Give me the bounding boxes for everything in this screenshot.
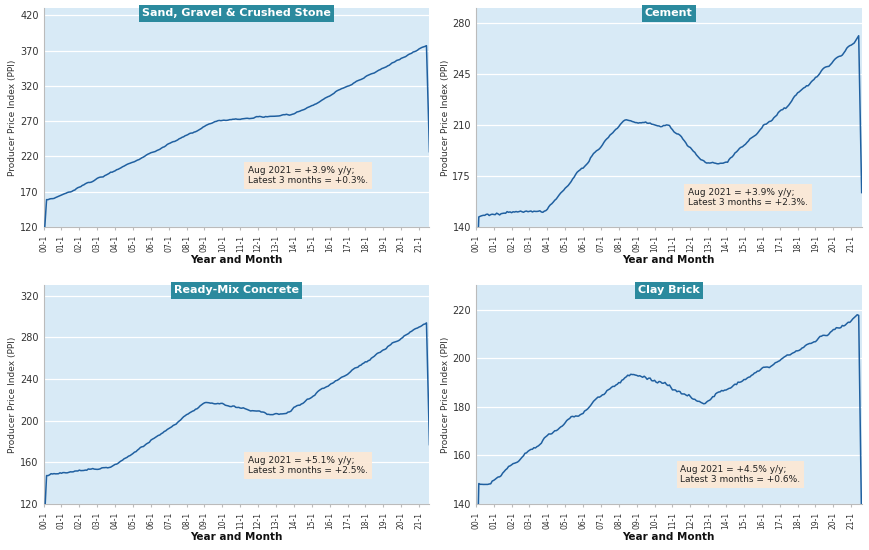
X-axis label: Year and Month: Year and Month (622, 255, 714, 265)
Y-axis label: Producer Price Index (PPI): Producer Price Index (PPI) (9, 59, 17, 176)
Text: Ready-Mix Concrete: Ready-Mix Concrete (174, 285, 299, 295)
Y-axis label: Producer Price Index (PPI): Producer Price Index (PPI) (9, 337, 17, 453)
X-axis label: Year and Month: Year and Month (622, 532, 714, 542)
Text: Clay Brick: Clay Brick (637, 285, 699, 295)
Y-axis label: Producer Price Index (PPI): Producer Price Index (PPI) (440, 59, 449, 176)
Y-axis label: Producer Price Index (PPI): Producer Price Index (PPI) (440, 337, 449, 453)
Text: Aug 2021 = +3.9% y/y;
Latest 3 months = +0.3%.: Aug 2021 = +3.9% y/y; Latest 3 months = … (248, 166, 368, 185)
X-axis label: Year and Month: Year and Month (190, 255, 282, 265)
Text: Aug 2021 = +5.1% y/y;
Latest 3 months = +2.5%.: Aug 2021 = +5.1% y/y; Latest 3 months = … (248, 456, 368, 475)
Text: Sand, Gravel & Crushed Stone: Sand, Gravel & Crushed Stone (142, 8, 330, 18)
Text: Aug 2021 = +4.5% y/y;
Latest 3 months = +0.6%.: Aug 2021 = +4.5% y/y; Latest 3 months = … (680, 465, 799, 484)
X-axis label: Year and Month: Year and Month (190, 532, 282, 542)
Text: Cement: Cement (644, 8, 692, 18)
Text: Aug 2021 = +3.9% y/y;
Latest 3 months = +2.3%.: Aug 2021 = +3.9% y/y; Latest 3 months = … (687, 188, 807, 207)
